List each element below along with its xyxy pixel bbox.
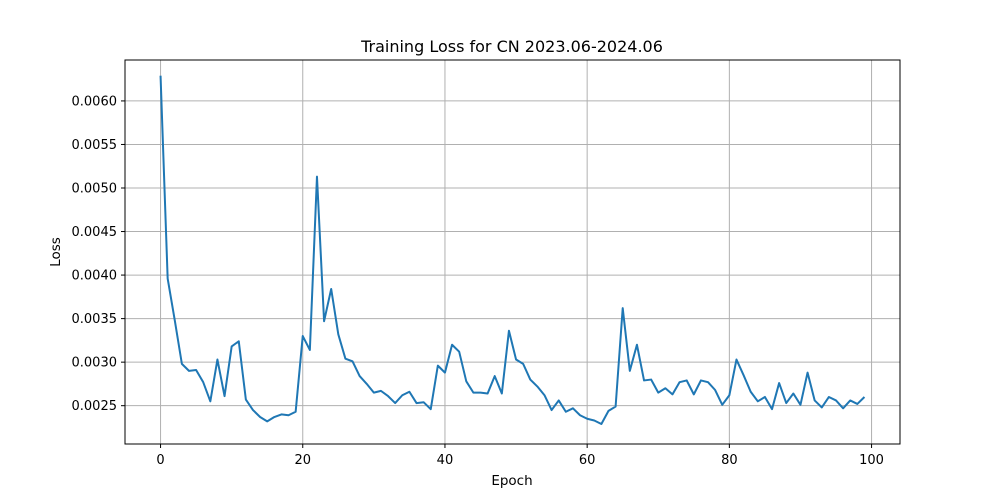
- grid-lines: [125, 60, 900, 444]
- y-tick-label: 0.0035: [72, 312, 118, 327]
- y-tick-label: 0.0045: [72, 225, 118, 240]
- y-tick-label: 0.0050: [72, 182, 118, 197]
- y-axis-label: Loss: [48, 237, 64, 267]
- y-tick-label: 0.0040: [72, 269, 118, 284]
- x-axis-label: Epoch: [491, 473, 532, 489]
- x-tick-label: 100: [859, 453, 884, 468]
- x-tick-label: 0: [156, 453, 164, 468]
- y-tick-label: 0.0025: [72, 399, 118, 414]
- y-axis-ticks: 0.0025 0.0030 0.0035 0.0040 0.0045 0.0050 0.00…: [72, 94, 125, 414]
- axes-frame: [124, 59, 901, 445]
- y-tick-label: 0.0030: [72, 356, 118, 371]
- chart-title: Training Loss for CN 2023.06-2024.06: [360, 37, 663, 56]
- x-tick-label: 80: [721, 453, 738, 468]
- x-tick-label: 20: [294, 453, 311, 468]
- x-tick-label: 40: [437, 453, 454, 468]
- plot-series: [159, 75, 866, 425]
- y-tick-label: 0.0055: [72, 138, 118, 153]
- x-tick-label: 60: [579, 453, 596, 468]
- y-tick-label: 0.0060: [72, 94, 118, 109]
- loss-series-line: [159, 75, 866, 425]
- x-axis-ticks: 0 20 40 60 80 100: [156, 444, 884, 468]
